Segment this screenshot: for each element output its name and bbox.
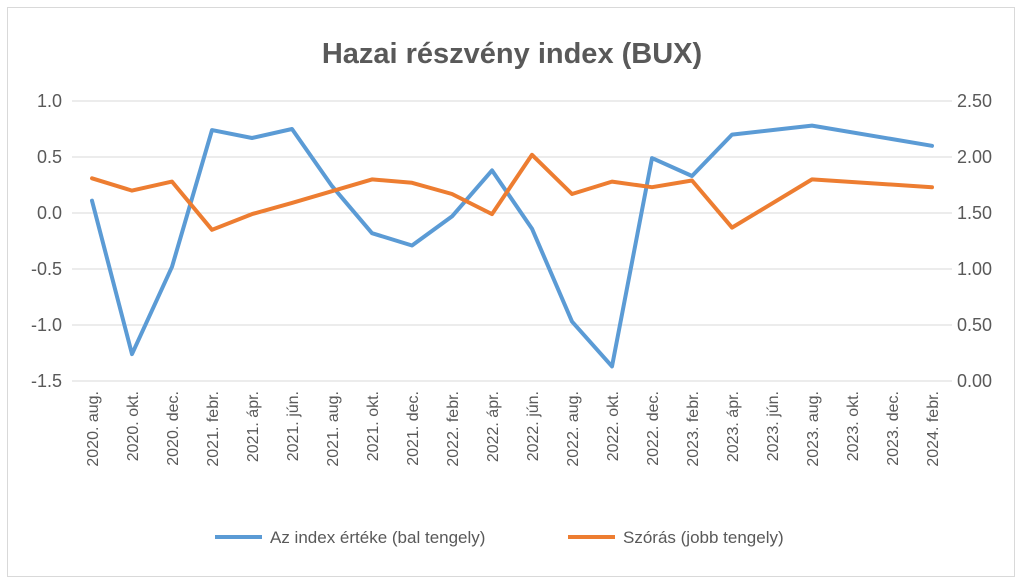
- right-tick-label: 0.00: [957, 371, 992, 391]
- series-line-szoras[interactable]: [90, 152, 934, 232]
- chart-frame: [7, 7, 1015, 577]
- left-tick-label: 0.5: [37, 147, 62, 167]
- x-tick-label: 2021. dec.: [405, 391, 422, 466]
- x-tick-label: 2023. febr.: [685, 391, 702, 467]
- x-tick-label: 2020. dec.: [165, 391, 182, 466]
- right-tick-label: 1.50: [957, 203, 992, 223]
- x-tick-label: 2022. okt.: [605, 391, 622, 461]
- x-tick-label: 2022. jún.: [525, 391, 542, 461]
- x-tick-label: 2024. febr.: [925, 391, 942, 467]
- x-tick-label: 2023. okt.: [845, 391, 862, 461]
- left-tick-label: -0.5: [31, 259, 62, 279]
- left-tick-label: -1.5: [31, 371, 62, 391]
- right-tick-label: 2.00: [957, 147, 992, 167]
- legend-label-szoras[interactable]: Szórás (jobb tengely): [623, 528, 784, 547]
- series-line-index[interactable]: [90, 123, 934, 369]
- chart-title: Hazai részvény index (BUX): [322, 38, 702, 70]
- x-tick-label: 2023. jún.: [765, 391, 782, 461]
- right-tick-label: 2.50: [957, 91, 992, 111]
- legend: Az index értéke (bal tengely) Szórás (jo…: [215, 528, 784, 547]
- left-axis-ticks: 1.0 0.5 0.0 -0.5 -1.0 -1.5: [31, 91, 62, 391]
- right-tick-label: 1.00: [957, 259, 992, 279]
- gridlines: [72, 100, 952, 382]
- x-tick-label: 2023. ápr.: [725, 391, 742, 462]
- x-tick-label: 2021. ápr.: [245, 391, 262, 462]
- left-tick-label: 0.0: [37, 203, 62, 223]
- series-layer: [90, 123, 934, 369]
- x-tick-label: 2020. okt.: [125, 391, 142, 461]
- x-tick-label: 2021. okt.: [365, 391, 382, 461]
- right-tick-label: 0.50: [957, 315, 992, 335]
- x-tick-label: 2022. ápr.: [485, 391, 502, 462]
- x-tick-label: 2021. aug.: [325, 391, 342, 467]
- x-tick-label: 2023. dec.: [885, 391, 902, 466]
- x-tick-label: 2023. aug.: [805, 391, 822, 467]
- left-tick-label: -1.0: [31, 315, 62, 335]
- right-axis-ticks: 2.50 2.00 1.50 1.00 0.50 0.00: [957, 91, 992, 391]
- x-tick-label: 2022. febr.: [445, 391, 462, 467]
- left-tick-label: 1.0: [37, 91, 62, 111]
- x-tick-label: 2021. jún.: [285, 391, 302, 461]
- legend-label-index[interactable]: Az index értéke (bal tengely): [270, 528, 485, 547]
- x-tick-label: 2022. dec.: [645, 391, 662, 466]
- x-axis-ticks: 2020. aug. 2020. okt. 2020. dec. 2021. febr…: [85, 391, 942, 467]
- x-tick-label: 2022. aug.: [565, 391, 582, 467]
- x-tick-label: 2021. febr.: [205, 391, 222, 467]
- x-tick-label: 2020. aug.: [85, 391, 102, 467]
